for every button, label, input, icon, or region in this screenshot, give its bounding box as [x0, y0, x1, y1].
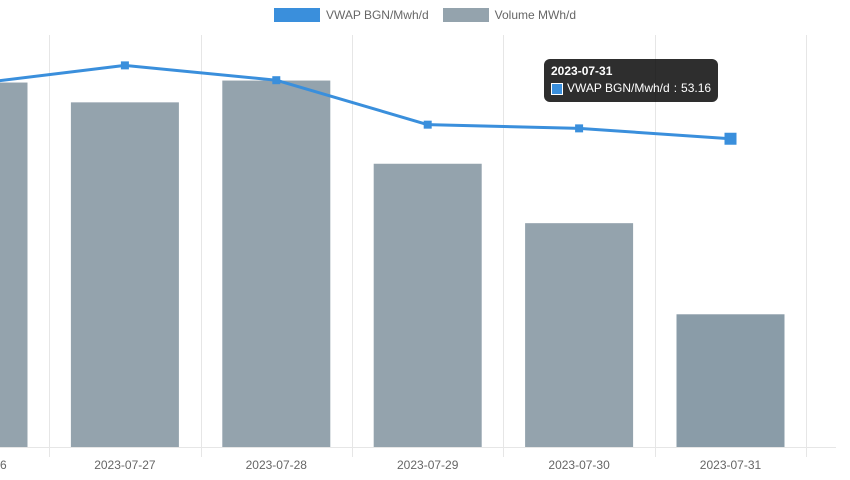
volume-bar: [525, 223, 634, 447]
x-tick-label: 2023-07-28: [246, 458, 308, 472]
legend: VWAP BGN/Mwh/d Volume MWh/d: [0, 8, 850, 22]
x-tick-label: 2023-07-31: [700, 458, 762, 472]
vwap-point: [272, 76, 281, 85]
tooltip-colon: :: [673, 81, 678, 95]
vwap-line-series: [0, 61, 737, 145]
x-axis-tick-labels: 6 2023-07-27 2023-07-28 2023-07-29 2023-07-3…: [0, 458, 762, 472]
vwap-point: [575, 124, 584, 133]
volume-bar: [373, 163, 482, 447]
x-tick-label: 2023-07-29: [397, 458, 459, 472]
vwap-point: [423, 120, 432, 129]
tooltip-value: 53.16: [681, 81, 712, 95]
vwap-point: [724, 132, 737, 145]
legend-label-volume: Volume MWh/d: [494, 8, 577, 22]
volume-bar: [676, 314, 785, 447]
grid-lines: [0, 35, 836, 457]
legend-swatch-vwap: [273, 8, 320, 22]
volume-bars: [0, 80, 785, 448]
tooltip-title: 2023-07-31: [551, 64, 613, 78]
vwap-line: [0, 63, 731, 141]
legend-swatch-volume: [442, 8, 489, 22]
tooltip: 2023-07-31 VWAP BGN/Mwh/d: 53.16: [544, 59, 719, 102]
x-tick-label: 2023-07-27: [94, 458, 156, 472]
volume-bar: [222, 80, 331, 448]
tooltip-row: VWAP BGN/Mwh/d: 53.16: [551, 80, 711, 97]
vwap-point: [120, 61, 129, 70]
x-tick-label: 6: [0, 458, 7, 472]
volume-bar: [0, 82, 28, 448]
tooltip-series-label: VWAP BGN/Mwh/d: [567, 81, 670, 95]
legend-label-vwap: VWAP BGN/Mwh/d: [325, 8, 429, 22]
legend-item-volume[interactable]: Volume MWh/d: [442, 8, 577, 22]
volume-bar: [70, 102, 179, 447]
x-tick-label: 2023-07-30: [548, 458, 610, 472]
tooltip-color-box: [551, 82, 563, 95]
legend-item-vwap[interactable]: VWAP BGN/Mwh/d: [273, 8, 429, 22]
